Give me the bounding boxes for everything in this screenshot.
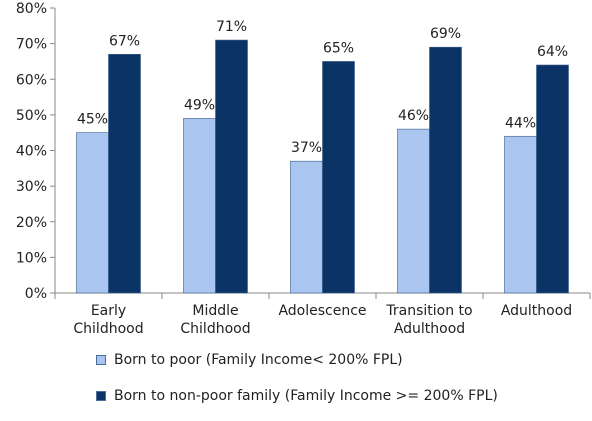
y-tick-label: 60% — [16, 72, 47, 88]
data-label: 64% — [537, 44, 568, 60]
x-category-label-line: Early — [91, 303, 126, 319]
legend-label-nonpoor: Born to non-poor family (Family Income >… — [114, 388, 498, 404]
x-category-label: Transition to Adulthood — [385, 303, 472, 337]
x-category-label-line: Transition to — [385, 303, 472, 319]
y-tick-label: 30% — [16, 179, 47, 195]
legend-item-nonpoor: Born to non-poor family (Family Income >… — [96, 385, 498, 407]
x-category-label: Adolescence — [278, 303, 366, 319]
bar-nonpoor — [429, 46, 462, 294]
legend-swatch-nonpoor — [96, 391, 106, 401]
data-label: 71% — [216, 19, 247, 35]
bar-nonpoor — [108, 54, 141, 294]
y-tick-label: 20% — [16, 215, 47, 231]
bar-poor — [76, 132, 109, 294]
bar-poor — [504, 135, 537, 294]
y-tick-label: 10% — [16, 250, 47, 266]
data-label: 45% — [77, 112, 108, 128]
data-label: 69% — [430, 26, 461, 42]
bar-poor — [183, 118, 216, 294]
x-category-label: Early Childhood — [73, 303, 143, 337]
y-tick-label: 70% — [16, 37, 47, 53]
data-label: 67% — [109, 33, 140, 49]
x-category-label-line: Adulthood — [394, 321, 465, 337]
legend-swatch-poor — [96, 355, 106, 365]
x-category-label-line: Adolescence — [278, 303, 366, 319]
legend-item-poor: Born to poor (Family Income< 200% FPL) — [96, 349, 498, 371]
bar-poor — [397, 128, 430, 294]
data-label: 44% — [505, 115, 536, 131]
chart: 0% 10% 20% 30% 40% 50% 60% 70% 80% 45% 67% Early Chi… — [16, 1, 591, 337]
bar-nonpoor — [322, 61, 355, 294]
data-label: 37% — [291, 140, 322, 156]
legend-label-poor: Born to poor (Family Income< 200% FPL) — [114, 352, 403, 368]
y-tick-label: 40% — [16, 144, 47, 160]
bar-nonpoor — [536, 64, 569, 294]
x-category-label-line: Middle — [192, 303, 238, 319]
x-category-label: Middle Childhood — [180, 303, 250, 337]
y-tick-label: 80% — [16, 1, 47, 17]
bar-poor — [290, 160, 323, 294]
y-tick-label: 0% — [25, 286, 47, 302]
data-label: 49% — [184, 97, 215, 113]
x-category-label-line: Adulthood — [501, 303, 572, 319]
bar-nonpoor — [215, 39, 248, 294]
x-category-label-line: Childhood — [180, 321, 250, 337]
x-category-label-line: Childhood — [73, 321, 143, 337]
data-label: 46% — [398, 108, 429, 124]
legend: Born to poor (Family Income< 200% FPL) B… — [96, 349, 498, 421]
y-tick-label: 50% — [16, 108, 47, 124]
x-category-label: Adulthood — [501, 303, 572, 319]
data-label: 65% — [323, 40, 354, 56]
